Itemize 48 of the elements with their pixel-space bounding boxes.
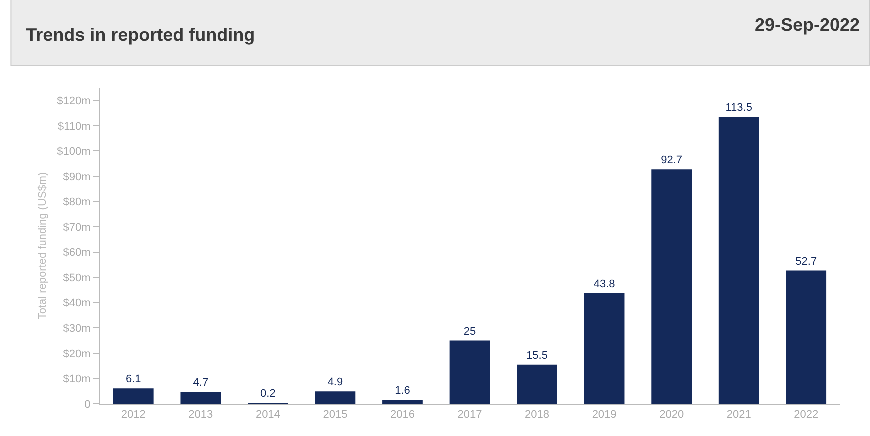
y-tick-label: 0 xyxy=(84,398,91,411)
x-tick-label: 2013 xyxy=(188,409,214,422)
data-label: 15.5 xyxy=(526,350,548,362)
y-axis-title: Total reported funding (US$m) xyxy=(36,172,49,320)
data-label: 25 xyxy=(464,326,476,338)
y-tick-label: $60m xyxy=(63,247,91,260)
x-tick-label: 2022 xyxy=(794,409,819,422)
y-tick-label: $40m xyxy=(63,298,91,310)
bar xyxy=(786,270,827,404)
y-tick-label: $110m xyxy=(58,120,91,133)
x-tick-label: 2015 xyxy=(323,409,348,422)
bar xyxy=(180,392,222,404)
bar xyxy=(113,388,154,404)
bar xyxy=(315,392,356,404)
y-tick-label: $10m xyxy=(63,374,91,386)
x-tick-label: 2019 xyxy=(592,409,617,422)
data-label: 92.7 xyxy=(661,154,683,167)
chart-subtitle: 29-Sep-2022 xyxy=(755,15,860,35)
data-label: 4.7 xyxy=(193,377,209,390)
y-tick-label: $100m xyxy=(57,146,91,158)
y-tick-label: $90m xyxy=(63,171,91,184)
data-label: 52.7 xyxy=(796,256,818,268)
y-tick-label: $70m xyxy=(63,222,91,234)
bar xyxy=(584,293,625,404)
x-tick-label: 2012 xyxy=(121,409,146,422)
y-tick-label: $30m xyxy=(63,323,91,336)
bar xyxy=(450,340,490,404)
bar xyxy=(517,364,558,404)
x-tick-label: 2020 xyxy=(660,409,684,422)
data-label: 43.8 xyxy=(594,278,616,290)
data-label: 6.1 xyxy=(126,374,142,386)
data-label: 0.2 xyxy=(260,388,276,400)
data-label: 4.9 xyxy=(328,376,344,389)
y-tick-label: $50m xyxy=(63,272,91,284)
y-tick-label: $20m xyxy=(63,348,91,360)
y-tick-label: $120m xyxy=(57,95,91,108)
data-label: 113.5 xyxy=(726,102,752,114)
bar xyxy=(718,117,760,404)
bar xyxy=(652,170,692,404)
x-tick-label: 2021 xyxy=(726,409,752,422)
x-tick-label: 2016 xyxy=(390,409,415,422)
chart-title: Trends in reported funding xyxy=(26,25,256,46)
x-tick-label: 2017 xyxy=(458,409,482,422)
data-label: 1.6 xyxy=(395,384,410,397)
bar xyxy=(382,400,423,404)
y-tick-label: $80m xyxy=(63,196,91,209)
x-tick-label: 2014 xyxy=(256,409,280,422)
x-tick-label: 2018 xyxy=(525,409,550,422)
